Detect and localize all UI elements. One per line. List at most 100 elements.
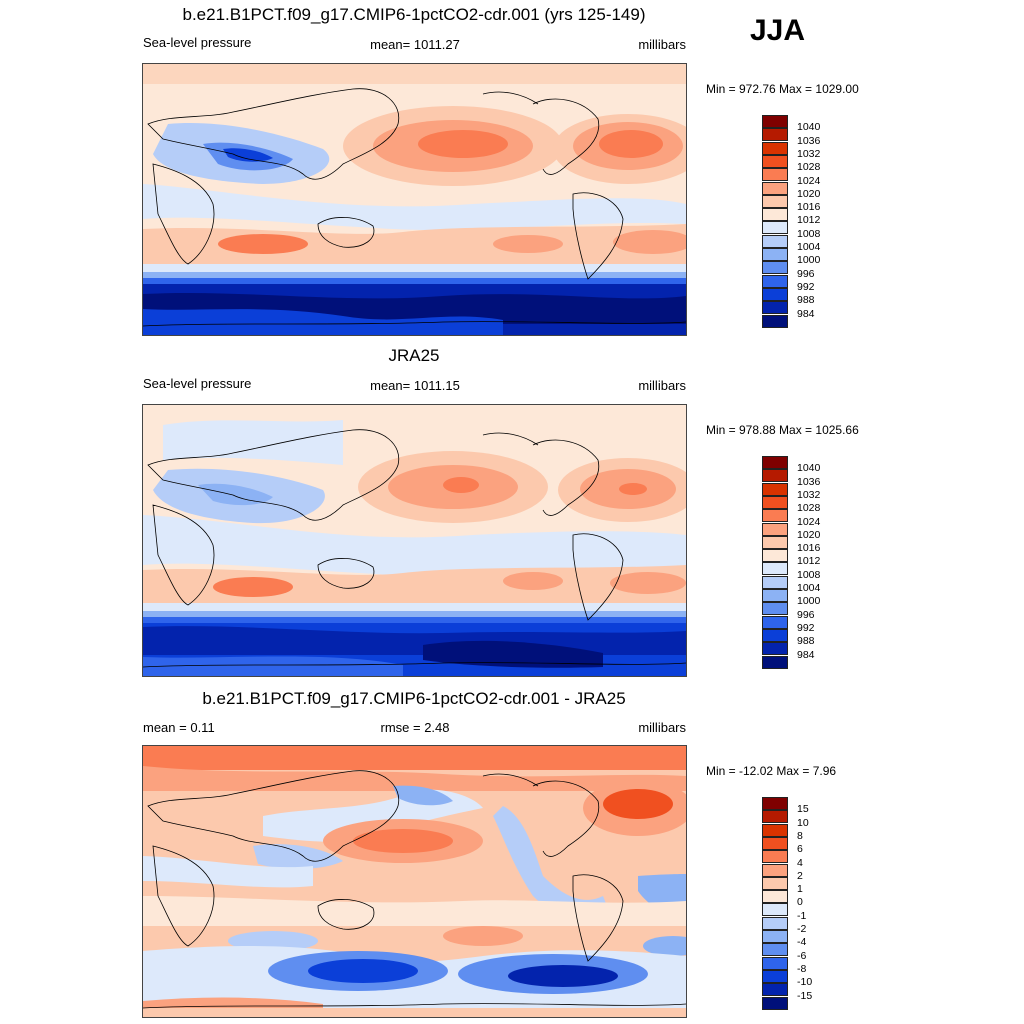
colorbar-swatch <box>762 589 788 602</box>
colorbar-swatch <box>762 575 788 589</box>
colorbar-tick-label: 1024 <box>797 515 821 528</box>
colorbar-swatch <box>762 943 788 957</box>
colorbar-swatch <box>762 495 788 509</box>
panel1-title: b.e21.B1PCT.f09_g17.CMIP6-1pctCO2-cdr.00… <box>182 5 646 24</box>
colorbar-swatch <box>762 248 788 261</box>
colorbar-tick-label: -2 <box>797 923 807 935</box>
panel1-variable-label: Sea-level pressure <box>143 35 252 50</box>
colorbar-tick-label: 1008 <box>797 227 821 240</box>
colorbar-swatch <box>762 969 788 983</box>
panel1-map <box>142 63 687 336</box>
colorbar-swatch <box>762 261 788 275</box>
panel3-mean-label: mean = 0.11 <box>143 720 215 735</box>
colorbar-tick-label: 1000 <box>797 254 821 267</box>
colorbar-tick-label: 996 <box>797 267 815 280</box>
colorbar-swatch <box>762 996 788 1010</box>
colorbar-tick-label: 1016 <box>797 542 821 555</box>
colorbar-swatch <box>762 208 788 222</box>
colorbar-swatch <box>762 562 788 576</box>
colorbar-tick-label: -8 <box>797 962 807 975</box>
colorbar-swatch <box>762 810 788 824</box>
colorbar-tick-label: -6 <box>797 949 807 962</box>
colorbar-tick-label: 0 <box>797 896 803 909</box>
colorbar-swatch <box>762 221 788 235</box>
season-label: JJA <box>750 14 806 47</box>
panel2-units-label: millibars <box>638 378 686 393</box>
colorbar-tick-label: 984 <box>797 307 815 320</box>
colorbar-swatch <box>762 168 788 182</box>
colorbar-swatch <box>762 482 788 496</box>
panel2-mean-label: mean= 1011.15 <box>370 378 460 393</box>
colorbar-tick-label: -4 <box>797 936 807 949</box>
colorbar-swatch <box>762 549 788 563</box>
colorbar-swatch <box>762 983 788 997</box>
panel3-minmax: Min = -12.02 Max = 7.96 <box>706 764 837 778</box>
colorbar-swatch <box>762 115 788 128</box>
colorbar-swatch <box>762 850 788 864</box>
colorbar-tick-label: 992 <box>797 621 815 634</box>
colorbar-tick-label: 992 <box>797 280 815 293</box>
colorbar-swatch <box>762 602 788 616</box>
colorbar-tick-label: 1000 <box>797 595 821 608</box>
colorbar-tick-label: 10 <box>797 816 809 829</box>
colorbar-swatch <box>762 181 788 195</box>
colorbar-tick-label: 1016 <box>797 201 821 214</box>
colorbar-tick-label: 988 <box>797 294 815 307</box>
colorbar-swatch <box>762 930 788 943</box>
colorbar-tick-label: -1 <box>797 909 807 922</box>
panel3-title: b.e21.B1PCT.f09_g17.CMIP6-1pctCO2-cdr.00… <box>202 689 626 708</box>
panel1-minmax: Min = 972.76 Max = 1029.00 <box>706 82 859 96</box>
colorbar-tick-label: 1028 <box>797 502 821 515</box>
colorbar-swatch <box>762 234 788 248</box>
colorbar-swatch <box>762 797 788 810</box>
colorbar-tick-label: 1032 <box>797 488 821 501</box>
panel3-map <box>142 745 687 1018</box>
panel3-contour-field <box>143 746 686 1017</box>
panel2-map <box>142 404 687 677</box>
colorbar-tick-label: 996 <box>797 608 815 621</box>
panel3-rmse-label: rmse = 2.48 <box>380 720 450 735</box>
colorbar-swatch <box>762 535 788 549</box>
colorbar-tick-label: 1036 <box>797 134 821 147</box>
colorbar-tick-label: 4 <box>797 856 803 869</box>
colorbar-swatch <box>762 456 788 469</box>
colorbar-swatch <box>762 128 788 142</box>
colorbar-tick-label: -10 <box>797 976 813 989</box>
colorbar-tick-label: 2 <box>797 869 803 882</box>
colorbar-tick-label: 8 <box>797 829 803 842</box>
colorbar-tick-label: 1008 <box>797 568 821 581</box>
colorbar-swatch <box>762 314 788 328</box>
colorbar-tick-label: 1020 <box>797 528 821 541</box>
colorbar-swatch <box>762 141 788 155</box>
panel3-units-label: millibars <box>638 720 686 735</box>
colorbar-swatch <box>762 823 788 837</box>
panel2-variable-label: Sea-level pressure <box>143 376 252 391</box>
colorbar-tick-label: 1020 <box>797 187 821 200</box>
colorbar-swatch <box>762 836 788 850</box>
colorbar-swatch <box>762 890 788 904</box>
colorbar-tick-label: 1004 <box>797 582 821 594</box>
colorbar-swatch <box>762 876 788 890</box>
colorbar-swatch <box>762 274 788 288</box>
colorbar-swatch <box>762 154 788 168</box>
colorbar-tick-label: 1 <box>797 883 803 896</box>
colorbar-swatch <box>762 287 788 301</box>
colorbar-swatch <box>762 655 788 669</box>
colorbar-swatch <box>762 863 788 877</box>
panel1-contour-field <box>143 64 686 335</box>
colorbar-tick-label: 15 <box>797 803 809 816</box>
panel2-contour-field <box>143 405 686 676</box>
colorbar-tick-label: 1012 <box>797 555 821 568</box>
panel2-minmax: Min = 978.88 Max = 1025.66 <box>706 423 859 437</box>
panel2-title: JRA25 <box>388 346 440 365</box>
colorbar-tick-label: -15 <box>797 989 813 1002</box>
colorbar-swatch <box>762 522 788 536</box>
panel1-units-label: millibars <box>638 37 686 52</box>
colorbar-tick-label: 1028 <box>797 161 821 174</box>
colorbar-swatch <box>762 628 788 642</box>
colorbar-swatch <box>762 642 788 656</box>
colorbar-tick-label: 1036 <box>797 475 821 488</box>
colorbar-tick-label: 988 <box>797 635 815 648</box>
colorbar-swatch <box>762 916 788 930</box>
colorbar-swatch <box>762 301 788 315</box>
